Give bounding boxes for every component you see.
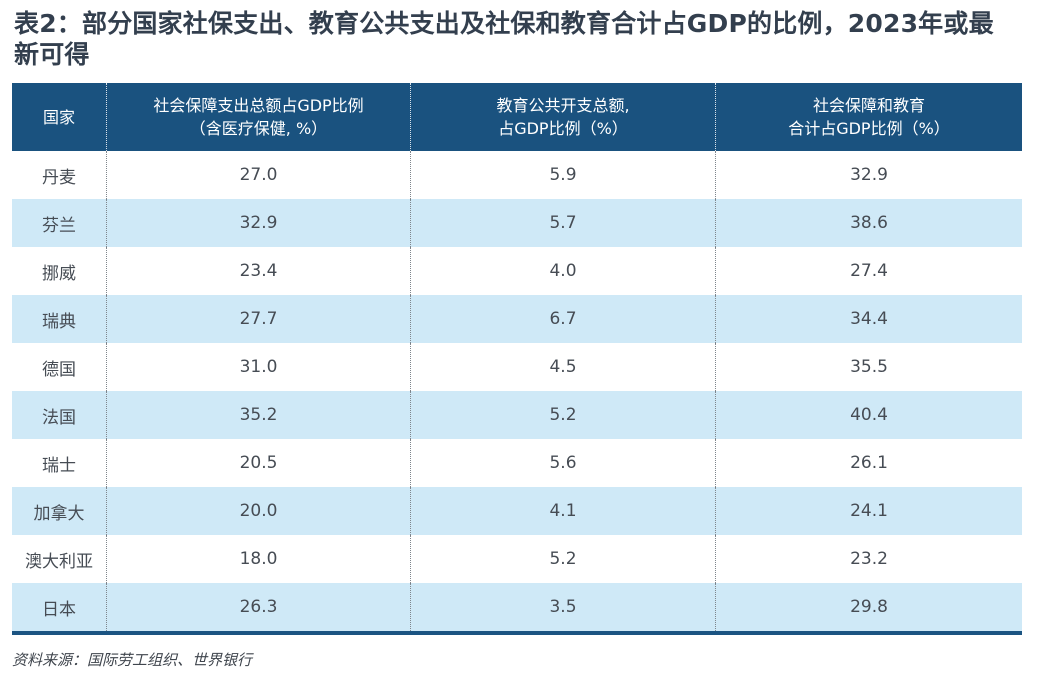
cell-education: 3.5: [410, 583, 715, 631]
header-education-line2: 占GDP比例（%）: [498, 119, 628, 138]
table-body: 丹麦 27.0 5.9 32.9 芬兰 32.9 5.7 38.6 挪威 23.…: [12, 151, 1022, 631]
cell-country: 加拿大: [33, 503, 85, 524]
header-country: 国家: [12, 83, 106, 151]
header-combined-spending: 社会保障和教育 合计占GDP比例（%）: [715, 83, 1022, 151]
header-education-spending: 教育公共开支总额, 占GDP比例（%）: [410, 83, 715, 151]
table-row: 法国 35.2 5.2 40.4: [12, 391, 1022, 439]
cell-social: 20.5: [106, 439, 410, 487]
cell-combined: 23.2: [715, 535, 1022, 583]
cell-social: 27.7: [106, 295, 410, 343]
cell-social: 20.0: [106, 487, 410, 535]
table-row: 加拿大 20.0 4.1 24.1: [12, 487, 1022, 535]
table-row: 丹麦 27.0 5.9 32.9: [12, 151, 1022, 199]
header-country-label: 国家: [42, 107, 75, 127]
cell-social: 18.0: [106, 535, 410, 583]
cell-country: 日本: [42, 599, 76, 620]
header-combined-line2: 合计占GDP比例（%）: [788, 119, 950, 138]
table-header-row: 国家 社会保障支出总额占GDP比例 （含医疗保健, %） 教育公共开支总额, 占…: [12, 83, 1022, 151]
cell-social: 31.0: [106, 343, 410, 391]
cell-education: 5.7: [410, 199, 715, 247]
cell-country: 瑞典: [42, 311, 76, 332]
cell-country: 瑞士: [42, 455, 76, 476]
cell-education: 5.6: [410, 439, 715, 487]
table-row: 瑞士 20.5 5.6 26.1: [12, 439, 1022, 487]
cell-combined: 26.1: [715, 439, 1022, 487]
cell-combined: 40.4: [715, 391, 1022, 439]
cell-combined: 27.4: [715, 247, 1022, 295]
cell-country: 芬兰: [42, 215, 76, 236]
cell-education: 4.0: [410, 247, 715, 295]
header-social-line1: 社会保障支出总额占GDP比例: [153, 96, 364, 115]
cell-education: 4.1: [410, 487, 715, 535]
cell-education: 5.9: [410, 151, 715, 199]
cell-education: 5.2: [410, 391, 715, 439]
cell-social: 35.2: [106, 391, 410, 439]
cell-social: 26.3: [106, 583, 410, 631]
cell-combined: 32.9: [715, 151, 1022, 199]
table-title: 表2：部分国家社保支出、教育公共支出及社保和教育合计占GDP的比例，2023年或…: [14, 9, 994, 69]
cell-country: 法国: [42, 407, 76, 428]
cell-country: 丹麦: [42, 167, 76, 188]
data-table: 国家 社会保障支出总额占GDP比例 （含医疗保健, %） 教育公共开支总额, 占…: [12, 83, 1022, 635]
cell-combined: 29.8: [715, 583, 1022, 631]
cell-country: 澳大利亚: [25, 551, 93, 572]
table-row: 芬兰 32.9 5.7 38.6: [12, 199, 1022, 247]
cell-combined: 38.6: [715, 199, 1022, 247]
table-row: 澳大利亚 18.0 5.2 23.2: [12, 535, 1022, 583]
table-row: 挪威 23.4 4.0 27.4: [12, 247, 1022, 295]
cell-social: 23.4: [106, 247, 410, 295]
header-social-spending: 社会保障支出总额占GDP比例 （含医疗保健, %）: [106, 83, 410, 151]
table-row: 德国 31.0 4.5 35.5: [12, 343, 1022, 391]
table-row: 日本 26.3 3.5 29.8: [12, 583, 1022, 631]
cell-combined: 34.4: [715, 295, 1022, 343]
cell-education: 6.7: [410, 295, 715, 343]
header-combined-line1: 社会保障和教育: [812, 96, 925, 115]
cell-combined: 35.5: [715, 343, 1022, 391]
cell-education: 5.2: [410, 535, 715, 583]
header-social-line2: （含医疗保健, %）: [189, 119, 328, 138]
header-education-line1: 教育公共开支总额,: [496, 96, 630, 115]
cell-country: 挪威: [42, 263, 76, 284]
cell-social: 32.9: [106, 199, 410, 247]
cell-country: 德国: [42, 359, 76, 380]
cell-combined: 24.1: [715, 487, 1022, 535]
table-row: 瑞典 27.7 6.7 34.4: [12, 295, 1022, 343]
cell-social: 27.0: [106, 151, 410, 199]
cell-education: 4.5: [410, 343, 715, 391]
source-note: 资料来源：国际劳工组织、世界银行: [12, 651, 253, 669]
